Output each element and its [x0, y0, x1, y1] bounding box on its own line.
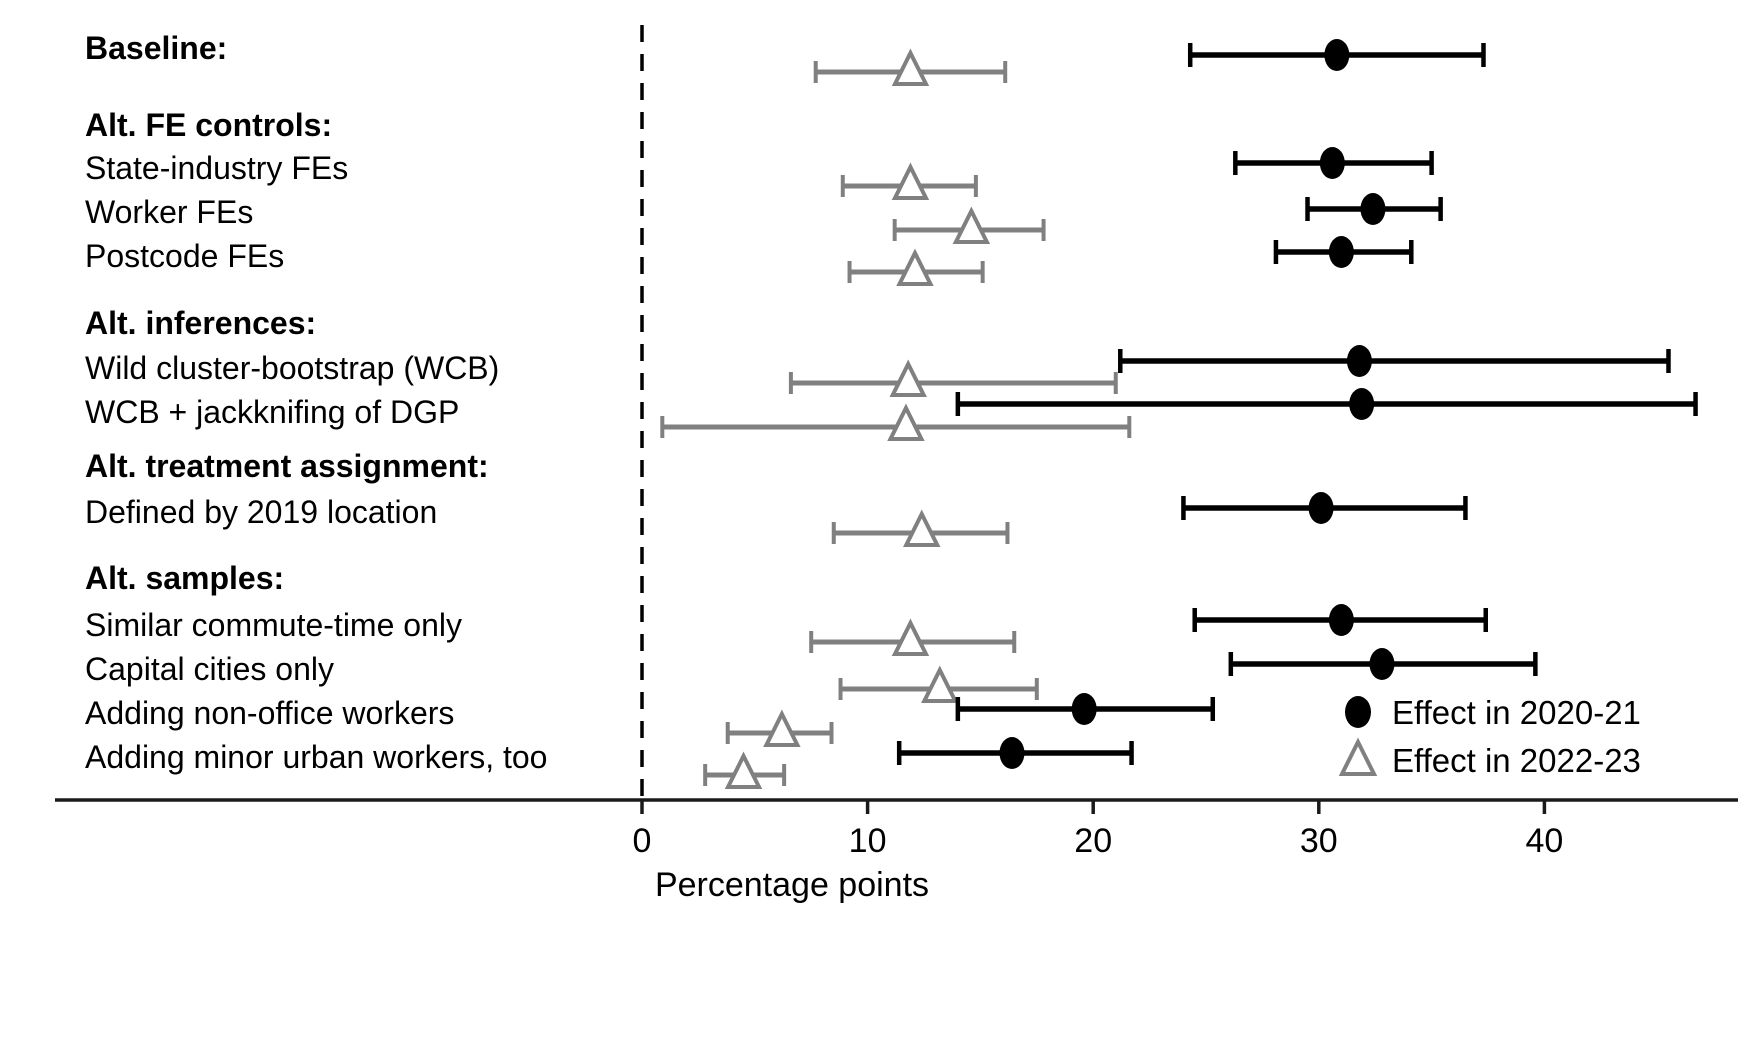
x-axis-title: Percentage points	[655, 866, 929, 904]
point-2022-23	[891, 48, 930, 86]
row-label: State-industry FEs	[85, 150, 348, 186]
point-2022-23	[896, 248, 934, 286]
point-2020-21	[1328, 236, 1354, 268]
point-2020-21	[1360, 193, 1386, 225]
point-2022-23	[903, 509, 941, 547]
point-2022-23	[889, 359, 927, 397]
row-label: Defined by 2019 location	[85, 494, 437, 530]
point-2020-21	[1369, 648, 1395, 680]
x-tick-label: 20	[1074, 822, 1112, 860]
point-2022-23	[921, 665, 959, 703]
point-2022-23	[952, 206, 991, 244]
legend-label-2020-21: Effect in 2020-21	[1392, 694, 1641, 731]
legend-label-2022-23: Effect in 2022-23	[1392, 742, 1641, 779]
point-2020-21	[1349, 388, 1375, 420]
point-2020-21	[1319, 147, 1345, 179]
point-2020-21	[1071, 693, 1097, 725]
row-header-label: Alt. FE controls:	[85, 107, 332, 143]
row-label: WCB + jackknifing of DGP	[85, 394, 459, 430]
row-label: Wild cluster-bootstrap (WCB)	[85, 350, 499, 386]
legend: Effect in 2020-21 Effect in 2022-23	[1338, 694, 1641, 779]
row-header-label: Alt. samples:	[85, 560, 284, 596]
point-2022-23	[887, 403, 925, 441]
row-header-label: Baseline:	[85, 30, 227, 66]
point-2020-21	[999, 737, 1025, 769]
row-label: Capital cities only	[85, 651, 334, 687]
data-rows-layer: Baseline: Alt. FE controls: State-industry…	[85, 30, 1698, 789]
point-2020-21	[1308, 492, 1334, 524]
x-tick-label: 0	[633, 822, 652, 860]
row-label: Similar commute-time only	[85, 607, 462, 643]
x-tick-label: 40	[1525, 822, 1563, 860]
point-2022-23	[724, 751, 763, 789]
point-2020-21	[1324, 39, 1350, 71]
row-header-label: Alt. inferences:	[85, 305, 316, 341]
row-label: Worker FEs	[85, 194, 253, 230]
point-2020-21	[1346, 345, 1372, 377]
x-tick-label: 30	[1300, 822, 1338, 860]
row-header-label: Alt. treatment assignment:	[85, 448, 489, 484]
row-label: Adding non-office workers	[85, 695, 454, 731]
x-tick-label: 10	[849, 822, 887, 860]
point-2022-23	[891, 162, 930, 200]
legend-open-triangle-icon	[1338, 737, 1378, 776]
row-label: Adding minor urban workers, too	[85, 739, 547, 775]
x-axis: 0 10 20 30 40 Percentage points	[55, 798, 1738, 904]
row-label: Postcode FEs	[85, 238, 284, 274]
point-2022-23	[763, 709, 801, 747]
legend-filled-circle-icon	[1345, 696, 1371, 728]
x-axis-ticks: 0 10 20 30 40	[633, 800, 1563, 860]
point-2020-21	[1328, 604, 1354, 636]
point-2022-23	[891, 618, 930, 656]
